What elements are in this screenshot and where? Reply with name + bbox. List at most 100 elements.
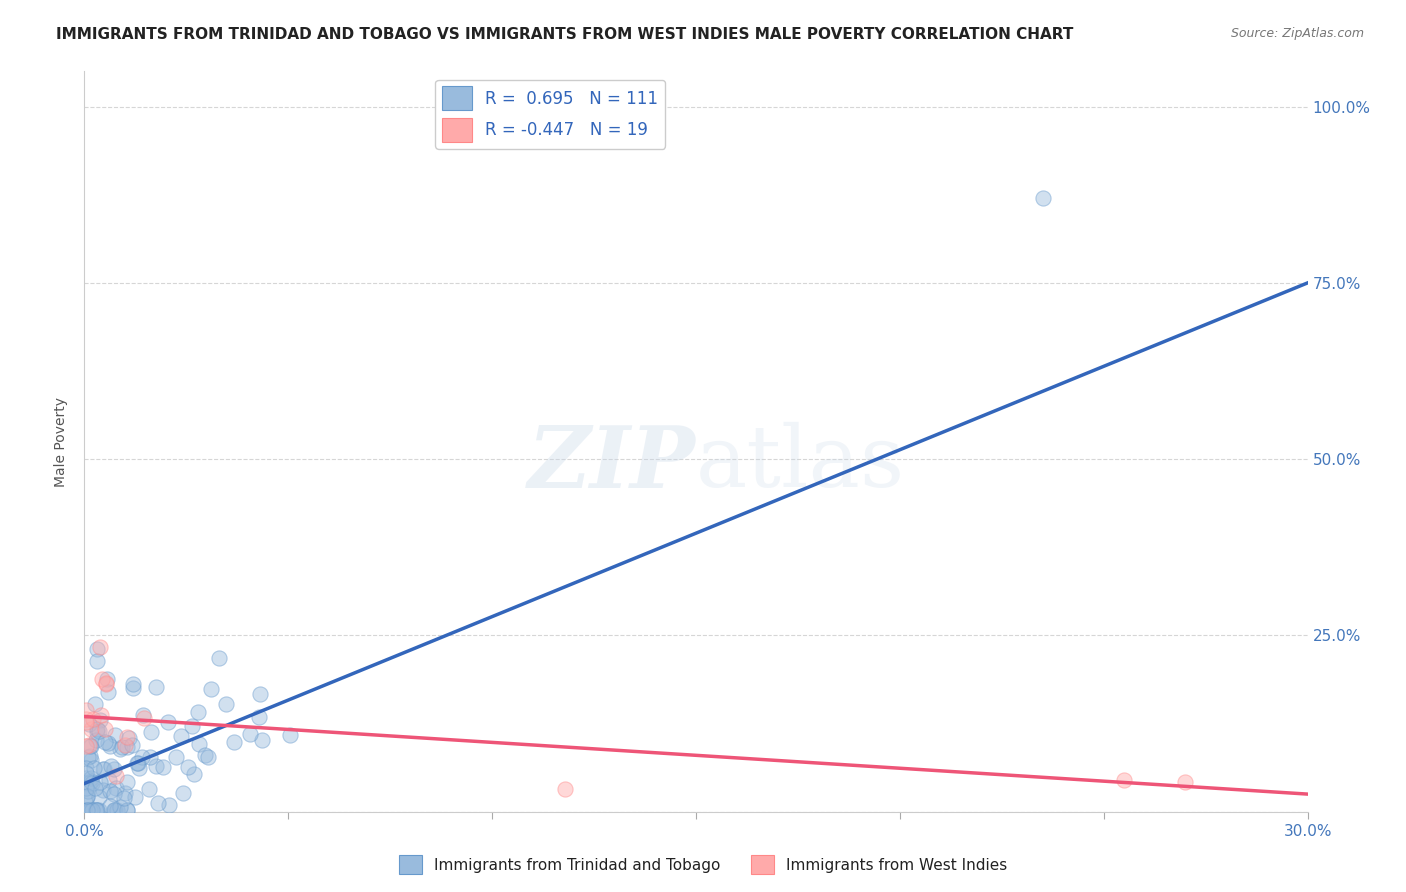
Point xyxy=(98,799,121,814)
Legend: Immigrants from Trinidad and Tobago, Immigrants from West Indies: Immigrants from Trinidad and Tobago, Imm… xyxy=(392,849,1014,880)
Point xyxy=(103,787,125,801)
Point xyxy=(145,680,167,694)
Point xyxy=(97,772,120,787)
Point xyxy=(183,767,205,781)
Point xyxy=(75,791,97,805)
Point xyxy=(249,687,271,701)
Point xyxy=(115,740,138,755)
Point xyxy=(75,766,97,780)
Point xyxy=(554,782,576,797)
Point xyxy=(122,676,145,690)
Point xyxy=(105,780,128,795)
Point xyxy=(75,803,97,817)
Point xyxy=(131,750,153,764)
Point xyxy=(94,722,117,736)
Point xyxy=(98,739,121,753)
Point xyxy=(89,789,111,804)
Point xyxy=(114,785,136,799)
Point xyxy=(124,790,146,805)
Point xyxy=(76,790,98,805)
Point xyxy=(75,739,97,754)
Point xyxy=(87,724,110,739)
Point xyxy=(103,803,125,817)
Point xyxy=(1032,191,1054,205)
Point xyxy=(165,750,187,764)
Point xyxy=(80,775,103,789)
Point xyxy=(247,710,270,724)
Point xyxy=(177,760,200,774)
Point xyxy=(139,750,162,764)
Point xyxy=(75,771,97,785)
Point xyxy=(89,640,111,654)
Point xyxy=(82,803,104,817)
Point xyxy=(76,789,98,803)
Point xyxy=(103,762,125,776)
Point xyxy=(117,775,139,789)
Point xyxy=(172,786,194,800)
Point xyxy=(187,737,209,751)
Point xyxy=(76,749,98,764)
Point xyxy=(91,763,114,777)
Point xyxy=(107,803,129,817)
Point xyxy=(86,654,108,668)
Point xyxy=(200,682,222,697)
Point xyxy=(187,705,209,719)
Point xyxy=(80,752,103,766)
Point xyxy=(86,722,108,736)
Point xyxy=(146,797,169,811)
Point xyxy=(98,783,121,797)
Point xyxy=(121,739,143,753)
Point xyxy=(80,739,103,754)
Point xyxy=(180,719,202,733)
Point xyxy=(141,725,163,739)
Point xyxy=(86,724,108,739)
Point xyxy=(145,759,167,773)
Point xyxy=(94,735,117,749)
Point xyxy=(250,733,273,747)
Point xyxy=(96,673,118,687)
Point xyxy=(93,762,115,776)
Y-axis label: Male Poverty: Male Poverty xyxy=(55,397,69,486)
Point xyxy=(84,803,107,817)
Point xyxy=(77,776,100,790)
Point xyxy=(127,756,149,770)
Point xyxy=(103,803,125,817)
Point xyxy=(76,803,98,817)
Point xyxy=(157,798,180,813)
Point xyxy=(83,761,105,775)
Point xyxy=(80,774,103,789)
Point xyxy=(75,781,97,796)
Point xyxy=(75,714,97,729)
Point xyxy=(75,712,97,726)
Point xyxy=(84,803,107,817)
Point xyxy=(76,803,98,817)
Point xyxy=(278,728,301,742)
Point xyxy=(84,697,107,711)
Point xyxy=(83,780,105,795)
Point xyxy=(97,736,120,750)
Point xyxy=(87,803,110,817)
Point xyxy=(80,803,103,817)
Point xyxy=(86,642,108,657)
Point xyxy=(82,712,104,726)
Legend: R =  0.695   N = 111, R = -0.447   N = 19: R = 0.695 N = 111, R = -0.447 N = 19 xyxy=(436,79,665,149)
Point xyxy=(127,756,149,771)
Point xyxy=(86,803,108,817)
Point xyxy=(89,774,111,789)
Point xyxy=(79,803,101,817)
Point xyxy=(80,771,103,785)
Point xyxy=(118,731,141,746)
Point xyxy=(104,728,127,742)
Text: IMMIGRANTS FROM TRINIDAD AND TOBAGO VS IMMIGRANTS FROM WEST INDIES MALE POVERTY : IMMIGRANTS FROM TRINIDAD AND TOBAGO VS I… xyxy=(56,27,1074,42)
Point xyxy=(121,681,143,695)
Text: ZIP: ZIP xyxy=(529,422,696,506)
Point xyxy=(77,717,100,731)
Point xyxy=(84,803,107,817)
Point xyxy=(75,761,97,775)
Point xyxy=(208,651,231,665)
Point xyxy=(94,676,117,690)
Point xyxy=(115,730,138,744)
Point xyxy=(194,747,217,762)
Point xyxy=(108,742,131,756)
Point xyxy=(79,748,101,763)
